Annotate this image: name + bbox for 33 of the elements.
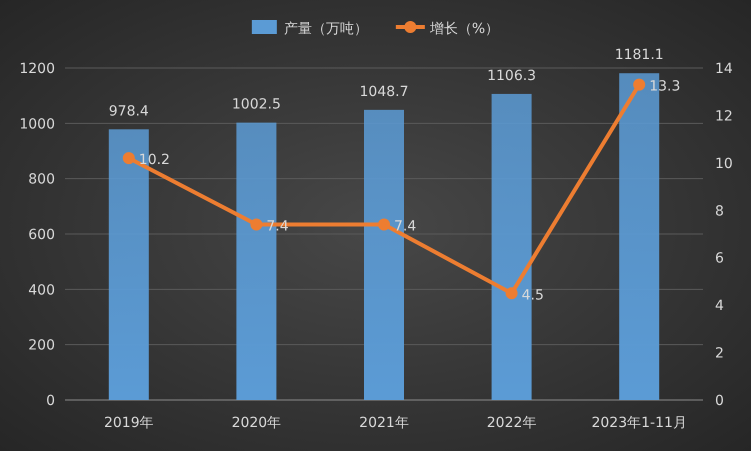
y-tick-label: 0 (46, 393, 55, 409)
point (378, 218, 390, 231)
data-label: 1002.5 (232, 96, 281, 113)
x-tick-label: 2019年 (104, 415, 154, 431)
point (633, 78, 646, 91)
y2-tick-label: 0 (715, 393, 724, 409)
y-tick-label: 600 (28, 227, 55, 243)
y2-tick-label: 14 (715, 61, 733, 77)
data-label: 1181.1 (614, 47, 664, 64)
y2-tick-label: 2 (715, 346, 724, 362)
point (506, 287, 518, 300)
legend-label: 产量（万吨） (284, 21, 368, 37)
y-tick-label: 800 (28, 172, 55, 188)
x-tick-label: 2021年 (359, 415, 409, 431)
data-label: 1106.3 (487, 68, 536, 84)
y2-tick-label: 8 (715, 203, 724, 220)
x-tick-label: 2020年 (232, 415, 282, 431)
y2-tick-label: 12 (715, 108, 733, 124)
y-tick-label: 400 (28, 282, 55, 298)
point (250, 218, 262, 231)
y2-tick-label: 6 (715, 250, 724, 267)
y2-tick-label: 4 (715, 298, 724, 314)
data-label: 1048.7 (360, 84, 408, 100)
x-tick-label: 2022年 (486, 415, 536, 431)
data-label: 978.4 (108, 103, 149, 120)
point (122, 152, 135, 164)
x-tick-label: 2023年1-11月 (591, 415, 687, 431)
data-label: 7.4 (266, 218, 289, 235)
y-tick-label: 1200 (19, 61, 55, 77)
y-tick-label: 1000 (19, 116, 55, 132)
y2-tick-label: 10 (715, 156, 733, 172)
legend-label: 增长（%） (428, 21, 500, 37)
y-tick-label: 200 (28, 338, 55, 354)
